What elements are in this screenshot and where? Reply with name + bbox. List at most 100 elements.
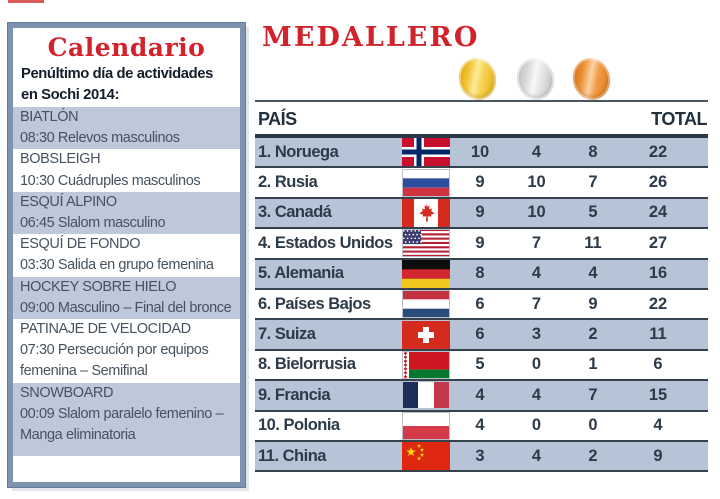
total-column-header: TOTAL: [651, 109, 707, 129]
event-detail: 09:00 Masculino – Final del bronce: [20, 299, 232, 316]
rank-country-label: 2. Rusia: [258, 173, 318, 192]
netherlands-flag-icon: [402, 290, 452, 319]
table-row: 1. Noruega 10 4 8 22: [255, 138, 708, 169]
rank-country-label: 9. Francia: [258, 385, 331, 404]
bronze-medal-icon: [568, 54, 615, 104]
rank-country-label: 4. Estados Unidos: [258, 233, 393, 252]
norway-flag-icon: [402, 138, 452, 167]
silver-count: 0: [531, 416, 542, 435]
rank-country-label: 10. Polonia: [258, 416, 340, 435]
gold-count: 3: [475, 446, 485, 465]
event-detail: 10:30 Cuádruples masculinos: [20, 172, 201, 189]
bronze-count: 9: [588, 294, 598, 313]
silver-medal-icon: [512, 54, 559, 104]
table-row: 2. Rusia 9 10 7 26: [255, 168, 708, 199]
bronze-count: 8: [588, 142, 598, 161]
calendar-item: BIATLÓN 08:30 Relevos masculinos: [13, 107, 240, 150]
total-count: 9: [653, 446, 663, 465]
silver-count: 4: [531, 446, 542, 465]
calendar-item: ESQUÍ DE FONDO 03:30 Salida en grupo feme…: [13, 234, 240, 276]
calendar-title: Calendario: [47, 33, 206, 62]
bronze-count: 11: [584, 233, 602, 252]
switzerland-flag-icon: [402, 320, 452, 349]
gold-count: 9: [475, 203, 485, 222]
calendar-item: HOCKEY SOBRE HIELO 09:00 Masculino – Fina…: [13, 276, 240, 320]
total-count: 24: [648, 203, 668, 222]
total-count: 15: [648, 385, 668, 404]
rank-country-label: 6. Países Bajos: [258, 294, 371, 313]
sport-name: SNOWBOARD: [20, 384, 114, 401]
usa-flag-icon: [402, 229, 452, 258]
gold-count: 4: [475, 416, 485, 435]
bronze-count: 7: [588, 173, 598, 192]
total-count: 16: [648, 264, 668, 283]
table-row: 5. Alemania 8 4 4 16: [255, 259, 708, 290]
rank-country-label: 3. Canadá: [258, 203, 332, 222]
gold-count: 4: [475, 385, 485, 404]
silver-count: 4: [531, 264, 542, 283]
silver-count: 0: [531, 355, 542, 374]
total-count: 11: [649, 325, 667, 344]
table-row: 6. Países Bajos 6 7 9 22: [255, 290, 708, 321]
gold-count: 6: [475, 294, 485, 313]
belarus-flag-icon: [402, 350, 452, 379]
gold-count: 10: [470, 142, 490, 161]
silver-count: 10: [527, 173, 546, 192]
total-count: 22: [648, 142, 668, 161]
rank-country-label: 1. Noruega: [258, 142, 339, 161]
event-detail: 07:30 Persecución por equipos femenina –…: [20, 342, 209, 380]
calendar-subtitle: Penúltimo día de actividades en Sochi 20…: [21, 66, 213, 103]
event-detail: 06:45 Slalom masculino: [20, 215, 166, 232]
gold-count: 8: [475, 264, 485, 283]
medal-table-body: 1. Noruega 10 4 8 22 2. Rusia 9 10 7 26 3. Canadá 9…: [255, 138, 708, 473]
calendar-item: SNOWBOARD 00:09 Slalom paralelo femenino …: [13, 382, 240, 457]
event-detail: 00:09 Slalom paralelo femenino – Manga e…: [20, 405, 224, 444]
sport-name: PATINAJE DE VELOCIDAD: [20, 321, 191, 338]
table-row: 4. Estados Unidos 9 7 11 27: [255, 229, 708, 260]
silver-count: 10: [527, 203, 546, 222]
calendar-item: PATINAJE DE VELOCIDAD 07:30 Persecución p…: [13, 319, 240, 383]
rank-country-label: 11. China: [258, 446, 326, 465]
event-detail: 08:30 Relevos masculinos: [20, 130, 180, 147]
page-edge-artifact: [8, 0, 44, 3]
event-detail: 03:30 Salida en grupo femenina: [20, 257, 214, 274]
bronze-count: 0: [588, 416, 598, 435]
table-row: 7. Suiza 6 3 2 11: [255, 320, 708, 351]
calendar-panel: Calendario Penúltimo día de actividades …: [8, 23, 245, 487]
silver-count: 4: [531, 142, 542, 161]
silver-count: 3: [531, 325, 542, 344]
russia-flag-icon: [402, 168, 452, 197]
gold-medal-icon: [454, 54, 501, 104]
bronze-count: 2: [588, 325, 598, 344]
total-count: 26: [648, 173, 668, 192]
silver-count: 7: [531, 233, 542, 252]
silver-count: 7: [531, 294, 542, 313]
table-row: 10. Polonia 4 0 0 4: [255, 411, 708, 442]
country-column-header: PAÍS: [258, 109, 297, 129]
rank-country-label: 7. Suiza: [258, 325, 316, 344]
rank-country-label: 8. Bielorrusia: [258, 355, 356, 374]
calendar-item: BOBSLEIGH 10:30 Cuádruples masculinos: [13, 149, 240, 191]
table-row: 8. Bielorrusia 5 0 1 6: [255, 350, 708, 382]
bronze-count: 4: [588, 264, 598, 283]
gold-count: 9: [475, 173, 485, 192]
gold-count: 6: [475, 325, 485, 344]
medal-table: PAÍS TOTAL 1. Noruega 10 4 8 22 2. Rusia 9 10 7 2…: [255, 100, 708, 473]
china-flag-icon: [402, 442, 452, 471]
total-count: 4: [653, 416, 663, 435]
silver-count: 4: [531, 385, 542, 404]
rank-country-label: 5. Alemania: [258, 264, 344, 283]
table-row: 3. Canadá 9 10 5 24: [255, 198, 708, 230]
bronze-count: 1: [588, 355, 598, 374]
sport-name: ESQUÍ ALPINO: [20, 193, 117, 210]
medal-table-header: PAÍS TOTAL: [255, 102, 708, 138]
calendar-item-list: BIATLÓN 08:30 Relevos masculinos BOBSLEIGH…: [13, 107, 240, 457]
poland-flag-icon: [402, 411, 452, 440]
table-row: 9. Francia 4 4 7 15: [255, 381, 708, 412]
medallero-title: MEDALLERO: [262, 22, 480, 53]
canada-flag-icon: [402, 198, 452, 227]
sport-name: HOCKEY SOBRE HIELO: [20, 278, 177, 295]
germany-flag-icon: [402, 259, 452, 288]
sport-name: BOBSLEIGH: [20, 151, 101, 168]
